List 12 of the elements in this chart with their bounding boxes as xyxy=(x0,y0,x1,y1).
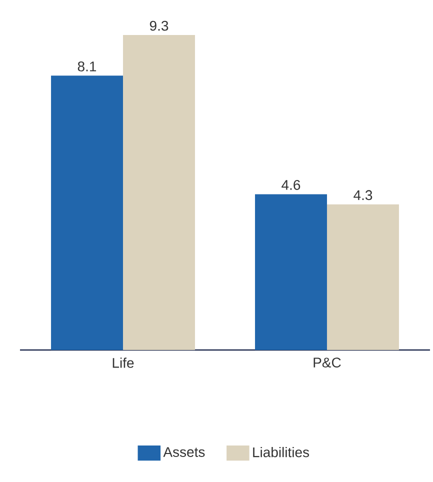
bar xyxy=(255,194,327,350)
bar xyxy=(123,35,195,350)
legend-label: Assets xyxy=(163,447,205,457)
legend-label: Liabilities xyxy=(253,446,310,458)
data-label: 8.1 xyxy=(78,61,96,72)
x-tick-label: Life xyxy=(112,358,134,368)
data-label: 4.6 xyxy=(282,180,300,190)
bar xyxy=(326,204,399,350)
x-tick-label: P&C xyxy=(314,358,341,368)
bar xyxy=(51,76,124,350)
data-label: 4.3 xyxy=(354,190,372,200)
data-label: 9.3 xyxy=(150,20,168,31)
